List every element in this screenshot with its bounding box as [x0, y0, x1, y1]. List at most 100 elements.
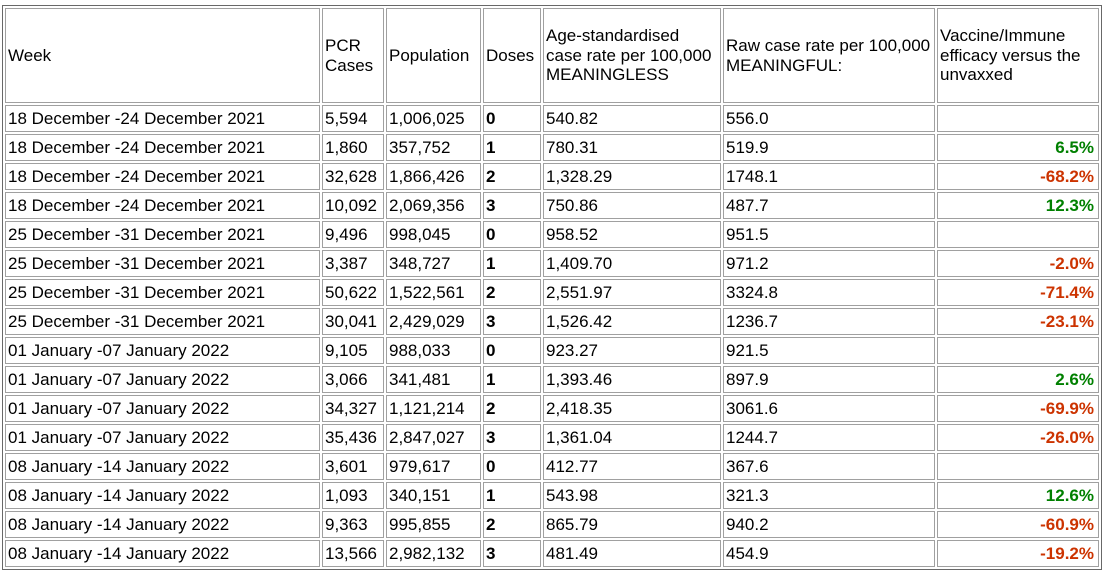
table-row: 01 January -07 January 2022 35,436 2,847,0… [5, 424, 1099, 451]
week-cell: 25 December -31 December 2021 [5, 221, 320, 248]
pcr-cases-cell: 9,363 [322, 511, 384, 538]
doses-cell: 2 [483, 511, 541, 538]
doses-cell: 2 [483, 163, 541, 190]
population-cell: 2,069,356 [386, 192, 481, 219]
pcr-cases-cell: 5,594 [322, 105, 384, 132]
doses-cell: 1 [483, 250, 541, 277]
raw-rate-cell: 556.0 [723, 105, 935, 132]
pcr-cases-cell: 34,327 [322, 395, 384, 422]
age-std-rate-cell: 1,361.04 [543, 424, 721, 451]
pcr-cases-cell: 1,093 [322, 482, 384, 509]
age-std-rate-cell: 481.49 [543, 540, 721, 567]
week-cell: 08 January -14 January 2022 [5, 540, 320, 567]
doses-cell: 0 [483, 105, 541, 132]
doses-cell: 0 [483, 337, 541, 364]
raw-rate-cell: 519.9 [723, 134, 935, 161]
doses-cell: 2 [483, 395, 541, 422]
raw-rate-cell: 3324.8 [723, 279, 935, 306]
efficacy-cell: 12.6% [937, 482, 1099, 509]
table-row: 08 January -14 January 2022 3,601 979,617 0… [5, 453, 1099, 480]
week-cell: 18 December -24 December 2021 [5, 134, 320, 161]
raw-rate-cell: 487.7 [723, 192, 935, 219]
table-row: 08 January -14 January 2022 13,566 2,982,1… [5, 540, 1099, 567]
pcr-cases-cell: 35,436 [322, 424, 384, 451]
population-cell: 2,429,029 [386, 308, 481, 335]
population-cell: 1,866,426 [386, 163, 481, 190]
age-std-rate-cell: 1,328.29 [543, 163, 721, 190]
table-row: 25 December -31 December 2021 3,387 348,72… [5, 250, 1099, 277]
efficacy-cell: -71.4% [937, 279, 1099, 306]
week-cell: 25 December -31 December 2021 [5, 279, 320, 306]
population-cell: 2,847,027 [386, 424, 481, 451]
col-header-efficacy: Vaccine/Immune efficacy versus the unvax… [937, 8, 1099, 103]
efficacy-cell [937, 105, 1099, 132]
pcr-cases-cell: 1,860 [322, 134, 384, 161]
doses-cell: 3 [483, 424, 541, 451]
efficacy-cell: -60.9% [937, 511, 1099, 538]
pcr-cases-cell: 3,066 [322, 366, 384, 393]
pcr-cases-cell: 3,601 [322, 453, 384, 480]
table-body: 18 December -24 December 2021 5,594 1,006,… [5, 105, 1099, 567]
age-std-rate-cell: 1,526.42 [543, 308, 721, 335]
age-std-rate-cell: 2,551.97 [543, 279, 721, 306]
efficacy-cell: 2.6% [937, 366, 1099, 393]
population-cell: 998,045 [386, 221, 481, 248]
raw-rate-cell: 951.5 [723, 221, 935, 248]
age-std-rate-cell: 543.98 [543, 482, 721, 509]
col-header-raw-rate: Raw case rate per 100,000 MEANINGFUL: [723, 8, 935, 103]
doses-cell: 0 [483, 453, 541, 480]
pcr-cases-cell: 3,387 [322, 250, 384, 277]
doses-cell: 3 [483, 540, 541, 567]
efficacy-cell [937, 221, 1099, 248]
pcr-cases-cell: 32,628 [322, 163, 384, 190]
week-cell: 01 January -07 January 2022 [5, 337, 320, 364]
doses-cell: 1 [483, 366, 541, 393]
table-row: 25 December -31 December 2021 30,041 2,429… [5, 308, 1099, 335]
table-row: 18 December -24 December 2021 1,860 357,75… [5, 134, 1099, 161]
population-cell: 357,752 [386, 134, 481, 161]
doses-cell: 3 [483, 192, 541, 219]
col-header-pcr-cases: PCR Cases [322, 8, 384, 103]
raw-rate-cell: 940.2 [723, 511, 935, 538]
population-cell: 2,982,132 [386, 540, 481, 567]
table-row: 25 December -31 December 2021 9,496 998,04… [5, 221, 1099, 248]
raw-rate-cell: 3061.6 [723, 395, 935, 422]
efficacy-cell: -2.0% [937, 250, 1099, 277]
week-cell: 25 December -31 December 2021 [5, 250, 320, 277]
week-cell: 01 January -07 January 2022 [5, 366, 320, 393]
efficacy-cell [937, 453, 1099, 480]
raw-rate-cell: 1748.1 [723, 163, 935, 190]
efficacy-cell: -19.2% [937, 540, 1099, 567]
raw-rate-cell: 1236.7 [723, 308, 935, 335]
age-std-rate-cell: 865.79 [543, 511, 721, 538]
week-cell: 18 December -24 December 2021 [5, 105, 320, 132]
col-header-doses: Doses [483, 8, 541, 103]
pcr-cases-cell: 10,092 [322, 192, 384, 219]
population-cell: 1,006,025 [386, 105, 481, 132]
age-std-rate-cell: 923.27 [543, 337, 721, 364]
population-cell: 340,151 [386, 482, 481, 509]
table-row: 01 January -07 January 2022 34,327 1,121,2… [5, 395, 1099, 422]
week-cell: 08 January -14 January 2022 [5, 453, 320, 480]
table-row: 18 December -24 December 2021 32,628 1,866… [5, 163, 1099, 190]
age-std-rate-cell: 750.86 [543, 192, 721, 219]
pcr-cases-cell: 50,622 [322, 279, 384, 306]
pcr-cases-cell: 13,566 [322, 540, 384, 567]
age-std-rate-cell: 780.31 [543, 134, 721, 161]
doses-cell: 1 [483, 134, 541, 161]
raw-rate-cell: 367.6 [723, 453, 935, 480]
raw-rate-cell: 454.9 [723, 540, 935, 567]
week-cell: 01 January -07 January 2022 [5, 424, 320, 451]
week-cell: 01 January -07 January 2022 [5, 395, 320, 422]
raw-rate-cell: 921.5 [723, 337, 935, 364]
table-row: 25 December -31 December 2021 50,622 1,522… [5, 279, 1099, 306]
raw-rate-cell: 971.2 [723, 250, 935, 277]
population-cell: 341,481 [386, 366, 481, 393]
week-cell: 25 December -31 December 2021 [5, 308, 320, 335]
efficacy-cell: -23.1% [937, 308, 1099, 335]
efficacy-cell: 6.5% [937, 134, 1099, 161]
table-row: 18 December -24 December 2021 5,594 1,006,… [5, 105, 1099, 132]
pcr-cases-cell: 30,041 [322, 308, 384, 335]
week-cell: 18 December -24 December 2021 [5, 163, 320, 190]
population-cell: 988,033 [386, 337, 481, 364]
